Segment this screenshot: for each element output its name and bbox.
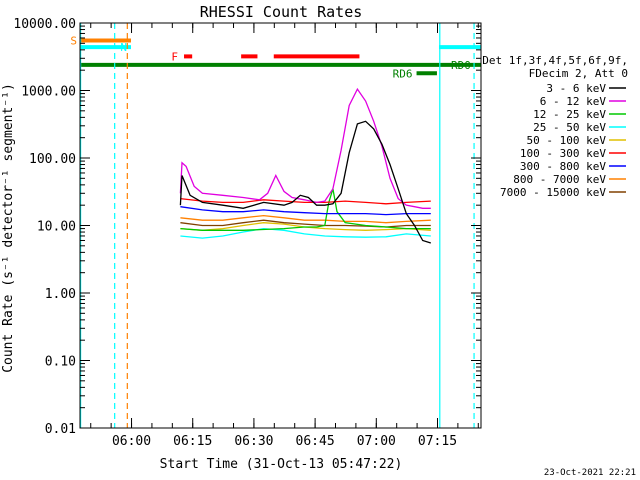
- y-tick-label: 0.01: [45, 422, 76, 437]
- legend-label: 12 - 25 keV: [533, 108, 606, 121]
- y-tick-label: 1.00: [45, 287, 76, 302]
- x-tick-label: 06:45: [296, 434, 335, 449]
- legend-header: Det 1f,3f,4f,5f,6f,9f,: [482, 54, 628, 67]
- legend-label: 25 - 50 keV: [533, 121, 606, 134]
- legend-label: 300 - 800 keV: [520, 160, 606, 173]
- y-tick-label: 1000.00: [21, 85, 76, 100]
- y-tick-label: 100.00: [29, 152, 76, 167]
- legend-label: 50 - 100 keV: [527, 134, 607, 147]
- legend-label: 100 - 300 keV: [520, 147, 606, 160]
- y-ticks: 0.01 0.10 1.00 10.00 100.00 1000.00 10000.00: [13, 17, 481, 437]
- legend-label: 3 - 6 keV: [546, 82, 606, 95]
- legend: Det 1f,3f,4f,5f,6f,9f,FDecim 2, Att 0 3 -…: [482, 54, 628, 199]
- x-ticks: 06:00 06:15 06:30 06:45 07:00 07:15: [90, 23, 479, 449]
- y-tick-label: 10.00: [37, 220, 76, 235]
- x-tick-label: 07:00: [357, 434, 396, 449]
- legend-label: 7000 - 15000 keV: [500, 186, 606, 199]
- y-tick-label: 10000.00: [13, 17, 76, 32]
- x-tick-label: 06:15: [173, 434, 212, 449]
- x-tick-label: 06:30: [234, 434, 273, 449]
- state-label-n: N: [120, 41, 127, 54]
- series-line-6: [180, 206, 431, 216]
- y-tick-label: 0.10: [45, 355, 76, 370]
- state-label-f: F: [171, 50, 178, 63]
- series-line-7: [180, 214, 431, 224]
- series-line-5: [180, 197, 431, 205]
- x-tick-label: 06:00: [112, 434, 151, 449]
- series-line-3: [180, 227, 431, 239]
- y-axis-label: Count Rate (s⁻¹ detector⁻¹ segment⁻¹): [1, 83, 16, 373]
- series-line-1: [179, 87, 431, 209]
- state-label-s: S: [70, 35, 77, 48]
- series-line-0: [179, 120, 431, 244]
- series-line-8: [180, 219, 431, 228]
- chart-title: RHESSI Count Rates: [200, 3, 363, 21]
- footer-timestamp: 23-Oct-2021 22:21: [544, 468, 636, 478]
- x-tick-label: 07:15: [418, 434, 457, 449]
- state-label-rd6: RD6: [393, 67, 413, 80]
- series-lines: [179, 87, 431, 244]
- legend-header: FDecim 2, Att 0: [529, 67, 628, 80]
- x-axis-label: Start Time (31-Oct-13 05:47:22): [160, 457, 403, 472]
- legend-label: 6 - 12 keV: [540, 95, 607, 108]
- legend-label: 800 - 7000 keV: [513, 173, 606, 186]
- instrument-state-bars: S N F RD0 RD6: [70, 35, 481, 80]
- state-label-rd0: RD0: [451, 59, 471, 72]
